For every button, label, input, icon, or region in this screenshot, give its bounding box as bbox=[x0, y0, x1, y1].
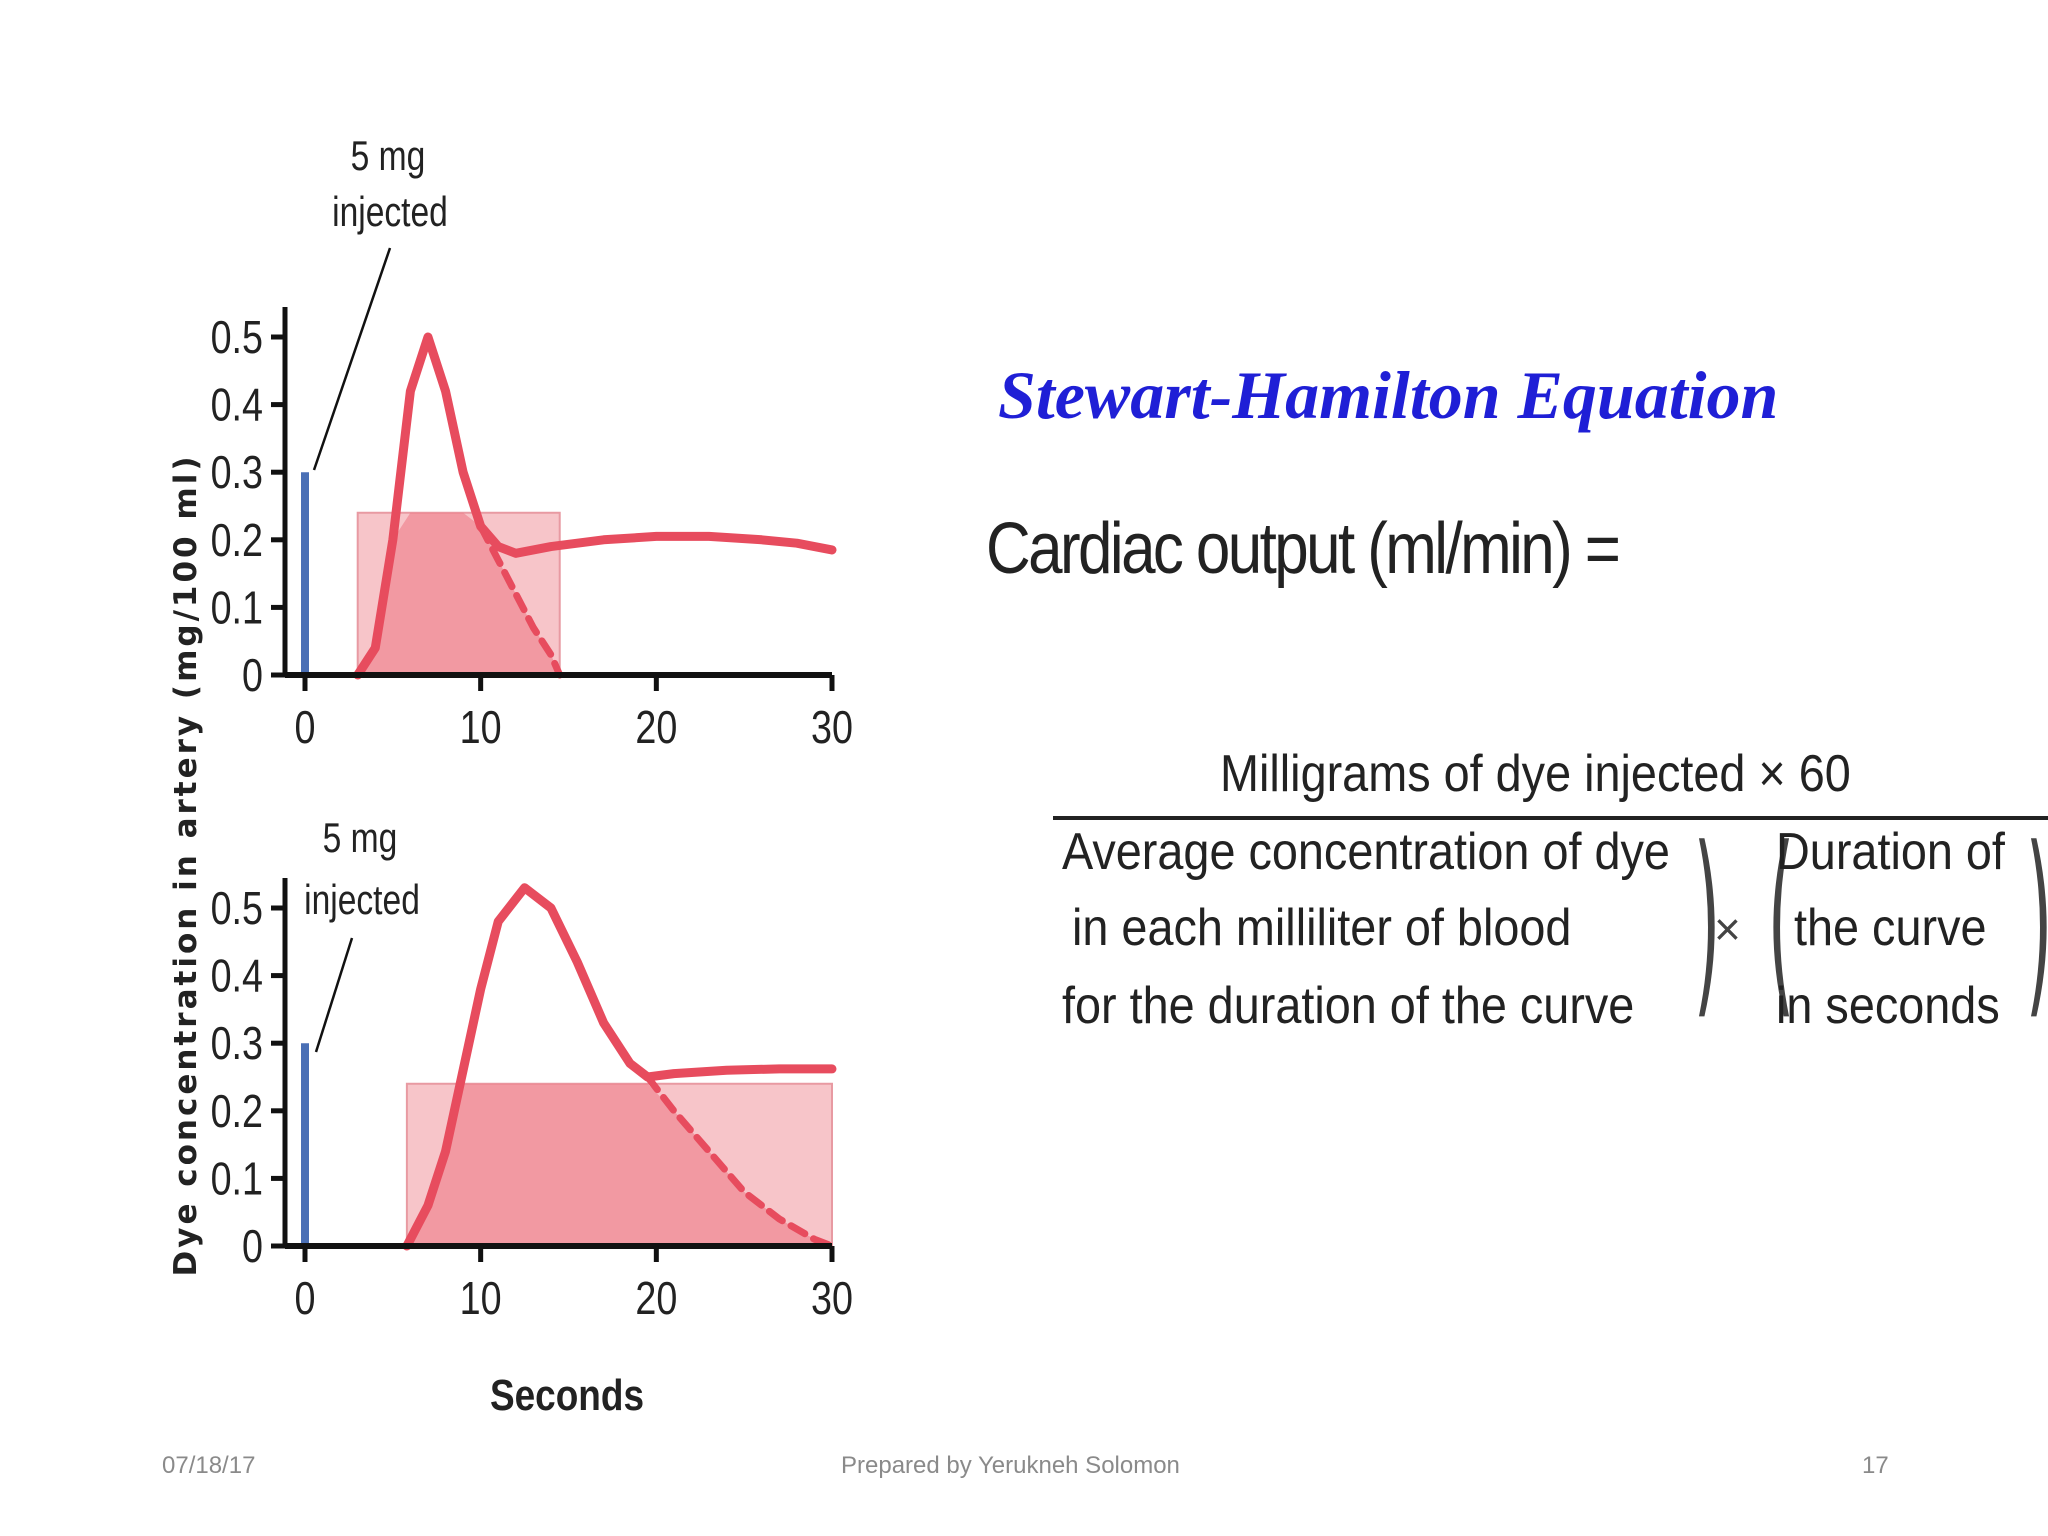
annotation-leader-line bbox=[312, 247, 392, 471]
y-tick-label: 0 bbox=[242, 649, 263, 700]
chart-panel-bottom: 0 0.1 0.2 0.3 0.4 0.5 0 10 20 30 5 mg injected Secon… bbox=[211, 816, 853, 1420]
right-parenthesis-left-group: ) bbox=[1693, 805, 1721, 1038]
dye-concentration-curve bbox=[402, 883, 837, 1251]
y-tick-label: 0.1 bbox=[211, 1153, 263, 1204]
denominator-left-line-1: Average concentration of dye bbox=[1062, 823, 1670, 881]
area-under-curve bbox=[406, 1083, 832, 1246]
y-tick-label: 0.1 bbox=[211, 582, 263, 633]
y-axis-title: Dye concentration in artery (mg/100 ml) bbox=[168, 453, 204, 1276]
multiply-sign: × bbox=[1714, 903, 1741, 955]
equation-numerator: Milligrams of dye injected × 60 bbox=[1220, 745, 1851, 803]
x-tick-label: 10 bbox=[460, 1272, 502, 1323]
denominator-left-line-3: for the duration of the curve bbox=[1062, 977, 1635, 1035]
annotation-line-2: injected bbox=[304, 878, 420, 924]
x-axis-title: Seconds bbox=[490, 1370, 644, 1420]
denominator-right-line-1: Duration of bbox=[1776, 823, 2005, 881]
x-tick-label: 30 bbox=[811, 1272, 853, 1323]
denominator-right-line-2: the curve bbox=[1794, 899, 1987, 957]
annotation-leader-line bbox=[314, 937, 354, 1053]
equation-lhs: Cardiac output (ml/min) = bbox=[986, 509, 1621, 589]
denominator-left-line-2: in each milliliter of blood bbox=[1072, 899, 1572, 957]
x-tick-label: 0 bbox=[295, 1272, 316, 1323]
fraction-bar bbox=[1053, 816, 2048, 820]
x-tick-label: 30 bbox=[811, 701, 853, 752]
footer-date: 07/18/17 bbox=[162, 1452, 256, 1479]
y-tick-label: 0.2 bbox=[211, 1085, 263, 1136]
x-tick-label: 20 bbox=[635, 1272, 677, 1323]
x-tick-label: 20 bbox=[635, 701, 677, 752]
y-tick-label: 0.5 bbox=[211, 882, 263, 933]
y-tick-label: 0.5 bbox=[211, 311, 263, 362]
y-tick-label: 0.4 bbox=[211, 379, 263, 430]
area-under-curve bbox=[357, 512, 560, 675]
y-tick-label: 0 bbox=[242, 1220, 263, 1271]
y-tick-label: 0.4 bbox=[211, 950, 263, 1001]
y-tick-label: 0.2 bbox=[211, 514, 263, 565]
extrapolated-curve-dashed bbox=[644, 1073, 836, 1250]
right-parenthesis-right-group: ) bbox=[2025, 822, 2048, 1022]
chart-panel-top: 0 0.1 0.2 0.3 0.4 0.5 0 10 20 30 5 mg injected bbox=[211, 134, 853, 753]
extrapolated-curve-dashed bbox=[477, 522, 564, 679]
dye-concentration-curve bbox=[353, 332, 837, 680]
x-tick-label: 10 bbox=[460, 701, 502, 752]
left-parenthesis-right-group: ( bbox=[1767, 805, 1795, 1038]
x-tick-label: 0 bbox=[295, 701, 316, 752]
annotation-line-2: injected bbox=[332, 190, 448, 236]
footer-author: Prepared by Yerukneh Solomon bbox=[841, 1452, 1180, 1479]
footer-page-number: 17 bbox=[1862, 1452, 1889, 1479]
denominator-right-line-3: in seconds bbox=[1776, 977, 2000, 1035]
annotation-line-1: 5 mg bbox=[323, 816, 398, 862]
y-tick-label: 0.3 bbox=[211, 447, 263, 498]
equation-title: Stewart-Hamilton Equation bbox=[998, 357, 1779, 433]
annotation-line-1: 5 mg bbox=[351, 134, 426, 180]
y-tick-label: 0.3 bbox=[211, 1018, 263, 1069]
